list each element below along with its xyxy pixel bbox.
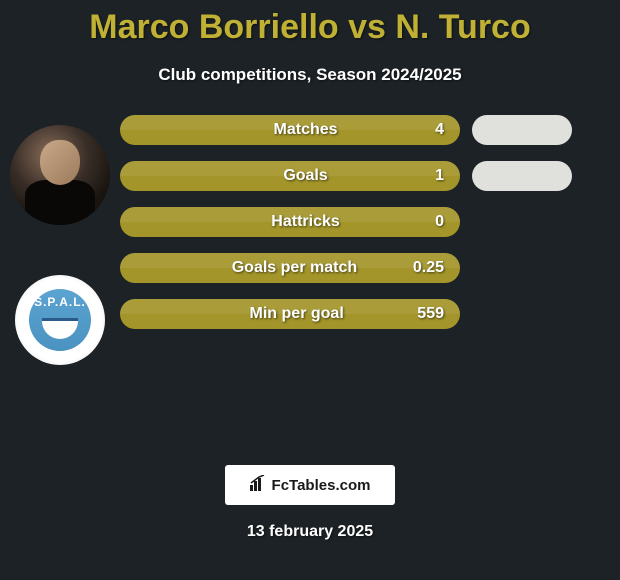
stat-bar-left: Min per goal 559 — [120, 299, 460, 329]
stat-row-goals-per-match: Goals per match 0.25 — [120, 253, 600, 283]
avatars-column: S.P.A.L. — [0, 115, 120, 415]
stat-value-left: 559 — [417, 305, 444, 323]
footer-brand-text: FcTables.com — [272, 477, 371, 494]
page-subtitle: Club competitions, Season 2024/2025 — [0, 65, 620, 85]
stat-value-left: 1 — [435, 167, 444, 185]
stat-bar-left: Goals 1 — [120, 161, 460, 191]
stat-bar-left: Goals per match 0.25 — [120, 253, 460, 283]
stat-row-goals: Goals 1 — [120, 161, 600, 191]
footer-date: 13 february 2025 — [0, 523, 620, 541]
stats-list: Matches 4 Goals 1 Hattricks 0 Goals per … — [120, 115, 620, 415]
footer-brand-badge: FcTables.com — [225, 465, 395, 505]
stat-label: Hattricks — [136, 213, 435, 231]
chart-icon — [250, 475, 268, 496]
page-title: Marco Borriello vs N. Turco — [0, 0, 620, 47]
content-area: S.P.A.L. Matches 4 Goals 1 Hattricks 0 — [0, 115, 620, 415]
stat-bar-right — [472, 161, 572, 191]
club-logo-text: S.P.A.L. — [34, 295, 86, 309]
stat-value-left: 0 — [435, 213, 444, 231]
stat-value-left: 4 — [435, 121, 444, 139]
stat-row-hattricks: Hattricks 0 — [120, 207, 600, 237]
stat-bar-right — [472, 115, 572, 145]
stat-bar-left: Matches 4 — [120, 115, 460, 145]
player-1-avatar — [10, 125, 110, 225]
stat-label: Goals — [136, 167, 435, 185]
stat-value-left: 0.25 — [413, 259, 444, 277]
player-2-club-badge: S.P.A.L. — [15, 275, 105, 365]
stat-label: Goals per match — [136, 259, 413, 277]
stat-label: Matches — [136, 121, 435, 139]
stat-row-matches: Matches 4 — [120, 115, 600, 145]
club-logo-icon: S.P.A.L. — [29, 289, 91, 351]
stat-label: Min per goal — [136, 305, 417, 323]
stat-row-min-per-goal: Min per goal 559 — [120, 299, 600, 329]
stat-bar-left: Hattricks 0 — [120, 207, 460, 237]
